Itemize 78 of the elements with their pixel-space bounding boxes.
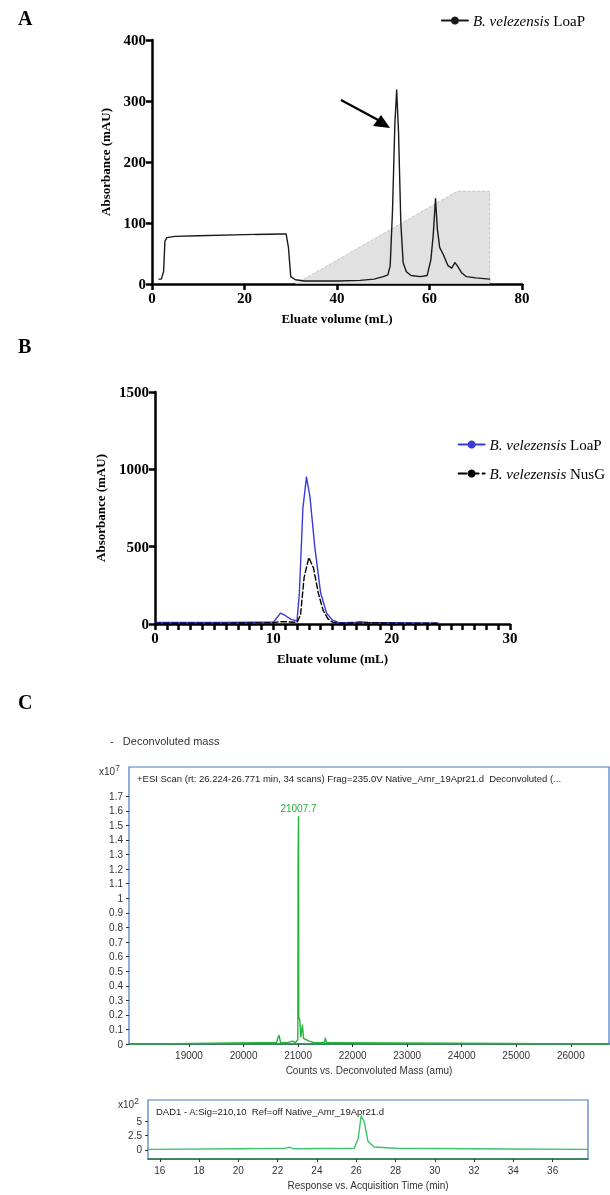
y-tick-label: 0 (117, 1038, 124, 1050)
y-tick-label: 1.7 (109, 790, 124, 802)
x-tick-label: 36 (547, 1164, 559, 1176)
y-tick-label: 0 (141, 616, 149, 632)
text: A (18, 7, 33, 29)
y-tick-label: 0.7 (109, 936, 124, 948)
x-tick-label: 20 (232, 1164, 245, 1176)
x-tick-label: 25000 (502, 1049, 531, 1061)
x-tick-label: 34 (507, 1164, 520, 1176)
y-tick-label: 1.3 (109, 849, 124, 861)
x-tick-label: 10 (265, 629, 281, 646)
y-tick-label: 1.5 (109, 819, 124, 831)
x-tick-label: 22000 (338, 1049, 367, 1061)
y-tick-label: 200 (123, 154, 146, 170)
x-axis-title: Eluate volume (mL) (281, 311, 393, 326)
y-tick-label: 2.5 (128, 1130, 143, 1142)
x-tick-label: 20 (237, 289, 252, 306)
line-series (154, 476, 440, 624)
y-tick-label: 0 (136, 1144, 143, 1156)
x-tick-label: 21000 (284, 1049, 313, 1061)
text: - Deconvoluted mass (110, 734, 220, 747)
x-axis-title: Eluate volume (mL) (276, 651, 389, 666)
y-tick-label: 300 (123, 93, 146, 109)
x-tick-label: 30 (429, 1164, 441, 1176)
x-tick-label: 26 (350, 1164, 363, 1176)
y-tick-label: 0.2 (109, 1009, 124, 1021)
annotation: 21007.7 (280, 802, 317, 814)
y-tick-label: 0.5 (109, 965, 124, 977)
y-tick-label: 0.3 (109, 994, 124, 1006)
y-tick-label: 0.1 (109, 1024, 124, 1036)
y-axis-title: Absorbance (mAU) (93, 454, 108, 562)
y-tick-label: 0.4 (109, 980, 124, 992)
x-tick-label: 22 (272, 1164, 284, 1176)
y-tick-label: 1000 (119, 461, 149, 478)
y-tick-label: 1.1 (109, 878, 124, 890)
text: DAD1 - A:Sig=210,10 Ref=off Native_Amr_19Apr21.d (156, 1105, 384, 1117)
y-tick-label: 1.4 (109, 834, 124, 846)
x-tick-label: 20000 (229, 1049, 258, 1061)
x-axis-title: Response vs. Acquisition Time (min) (287, 1179, 449, 1191)
x-tick-label: 60 (422, 289, 437, 306)
y-axis-title: Absorbance (mAU) (98, 108, 113, 216)
x-tick-label: 20 (384, 629, 400, 646)
x-tick-label: 32 (468, 1164, 481, 1176)
y-tick-label: 0.6 (109, 951, 124, 963)
y-tick-label: 400 (123, 32, 146, 48)
legend-label: B. velezensis LoaP (489, 436, 602, 453)
line-series (128, 815, 610, 1045)
x-tick-label: 28 (389, 1164, 402, 1176)
y-tick-label: 100 (123, 215, 146, 231)
y-tick-label: 5 (136, 1115, 143, 1127)
y-axis-title: x10$^{7}$ (99, 763, 120, 778)
x-tick-label: 19000 (175, 1049, 204, 1061)
text: C (18, 691, 33, 713)
x-axis-title: Counts vs. Deconvoluted Mass (amu) (285, 1064, 453, 1076)
x-tick-label: 24000 (447, 1049, 477, 1061)
x-tick-label: 40 (329, 289, 345, 306)
x-tick-label: 80 (514, 289, 530, 306)
x-tick-label: 30 (502, 629, 518, 646)
y-tick-label: 0 (138, 276, 146, 292)
x-tick-label: 26000 (556, 1049, 586, 1061)
y-axis-title: x10$^{2}$ (118, 1096, 139, 1111)
y-tick-label: 1 (117, 892, 124, 904)
text: +ESI Scan (rt: 26.224-26.771 min, 34 scans) Frag=235.0V Native_Amr_19Apr21.d Deconvoluted (... (137, 772, 562, 784)
x-tick-label: 16 (154, 1164, 166, 1176)
y-tick-label: 1500 (119, 384, 149, 400)
x-tick-label: 18 (193, 1164, 206, 1176)
text: B (18, 335, 32, 357)
legend-label: B. velezensis NusG (489, 465, 606, 482)
line-series (158, 89, 491, 282)
x-tick-label: 24 (311, 1164, 323, 1176)
y-tick-label: 0.8 (109, 921, 124, 933)
y-tick-label: 0.9 (109, 907, 124, 919)
y-tick-label: 1.2 (109, 863, 124, 875)
y-tick-label: 500 (126, 538, 149, 555)
legend-label: B. velezensis LoaP (472, 12, 586, 29)
y-tick-label: 1.6 (109, 805, 124, 817)
x-tick-label: 23000 (393, 1049, 422, 1061)
line-series (147, 1115, 589, 1151)
